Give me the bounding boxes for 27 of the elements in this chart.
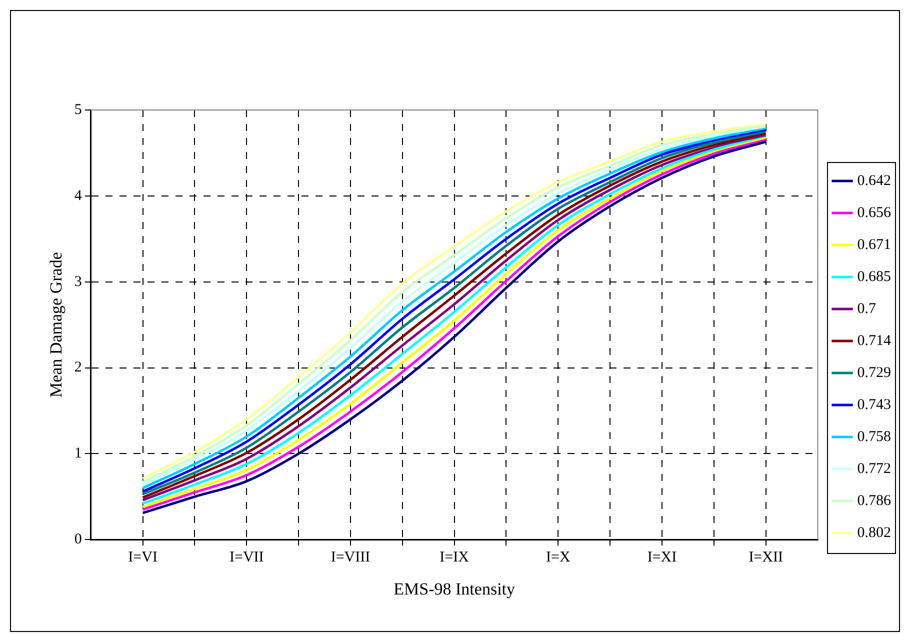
legend-label: 0.729 (857, 364, 891, 381)
legend-label: 0.743 (857, 396, 891, 413)
y-tick-label: 4 (74, 188, 82, 204)
x-axis-title: EMS-98 Intensity (394, 579, 516, 598)
x-tick-label: I=X (546, 550, 570, 566)
x-tick-label: I=IX (440, 550, 470, 566)
legend-label: 0.656 (857, 204, 892, 221)
y-axis-title: Mean Damage Grade (46, 252, 66, 398)
legend-label: 0.7 (857, 300, 876, 317)
y-tick-label: 2 (74, 360, 82, 376)
legend-label: 0.714 (857, 332, 892, 349)
x-tick-label: I=XII (748, 550, 783, 566)
legend-label: 0.642 (857, 172, 891, 189)
legend-label: 0.802 (857, 524, 891, 541)
legend-label: 0.786 (857, 492, 892, 509)
legend-label: 0.772 (857, 460, 891, 477)
y-tick-label: 5 (74, 102, 82, 118)
legend-label: 0.671 (857, 236, 891, 253)
x-tick-label: I=VIII (330, 550, 370, 566)
legend-label: 0.758 (857, 428, 891, 445)
y-tick-label: 1 (74, 446, 82, 462)
y-tick-label: 0 (74, 532, 82, 548)
legend-label: 0.685 (857, 268, 891, 285)
x-tick-label: I=VII (230, 550, 264, 566)
x-tick-label: I=XI (647, 550, 677, 566)
x-tick-label: I=VI (128, 550, 158, 566)
y-tick-label: 3 (74, 274, 82, 290)
